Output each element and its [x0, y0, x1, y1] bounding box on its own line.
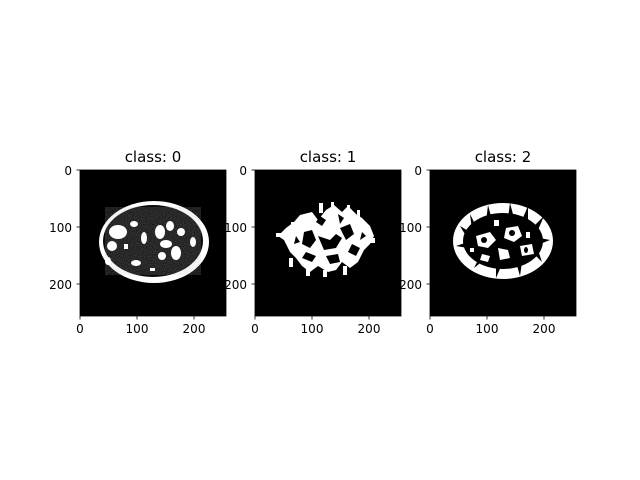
x-ticks [254, 316, 370, 320]
y-tick-label: 200 [49, 278, 72, 292]
panel-title: class: 0 [125, 148, 182, 166]
y-tick-label: 200 [224, 278, 247, 292]
cortex-gaps [456, 203, 550, 278]
x-tick-label: 100 [126, 322, 149, 336]
x-tick-label: 200 [183, 322, 206, 336]
x-tick-label: 200 [533, 322, 556, 336]
image-class-1 [255, 170, 401, 316]
cortex-inner [463, 213, 543, 269]
panel-class-0: class: 0 [49, 148, 227, 336]
axes-frame [429, 169, 577, 317]
x-tick-label: 200 [358, 322, 381, 336]
x-ticks [79, 316, 195, 320]
y-ticks [426, 169, 430, 285]
axes-frame [254, 169, 402, 317]
y-tick-label: 100 [49, 221, 72, 235]
panel-class-1: class: 1 [224, 148, 402, 336]
y-tick-label: 200 [399, 278, 422, 292]
image-class-2 [430, 170, 576, 316]
x-tick-label: 100 [301, 322, 324, 336]
image-class-0 [80, 170, 226, 316]
panel-title: class: 2 [475, 148, 532, 166]
y-tick-label: 0 [239, 164, 247, 178]
holes [481, 230, 528, 253]
x-tick-label: 0 [426, 322, 434, 336]
csf-regions [105, 221, 196, 271]
axes-frame [79, 169, 227, 317]
texture [105, 207, 201, 275]
x-tick-label: 0 [76, 322, 84, 336]
panel-title: class: 1 [300, 148, 357, 166]
panel-class-2: class: 2 [399, 148, 577, 336]
x-tick-label: 100 [476, 322, 499, 336]
y-ticks [76, 169, 80, 285]
x-tick-label: 0 [251, 322, 259, 336]
y-tick-label: 0 [414, 164, 422, 178]
y-tick-label: 100 [224, 221, 247, 235]
white-matter [276, 202, 375, 277]
y-tick-label: 0 [64, 164, 72, 178]
y-tick-label: 100 [399, 221, 422, 235]
y-ticks [251, 169, 255, 285]
holes [294, 214, 366, 264]
x-ticks [429, 316, 545, 320]
